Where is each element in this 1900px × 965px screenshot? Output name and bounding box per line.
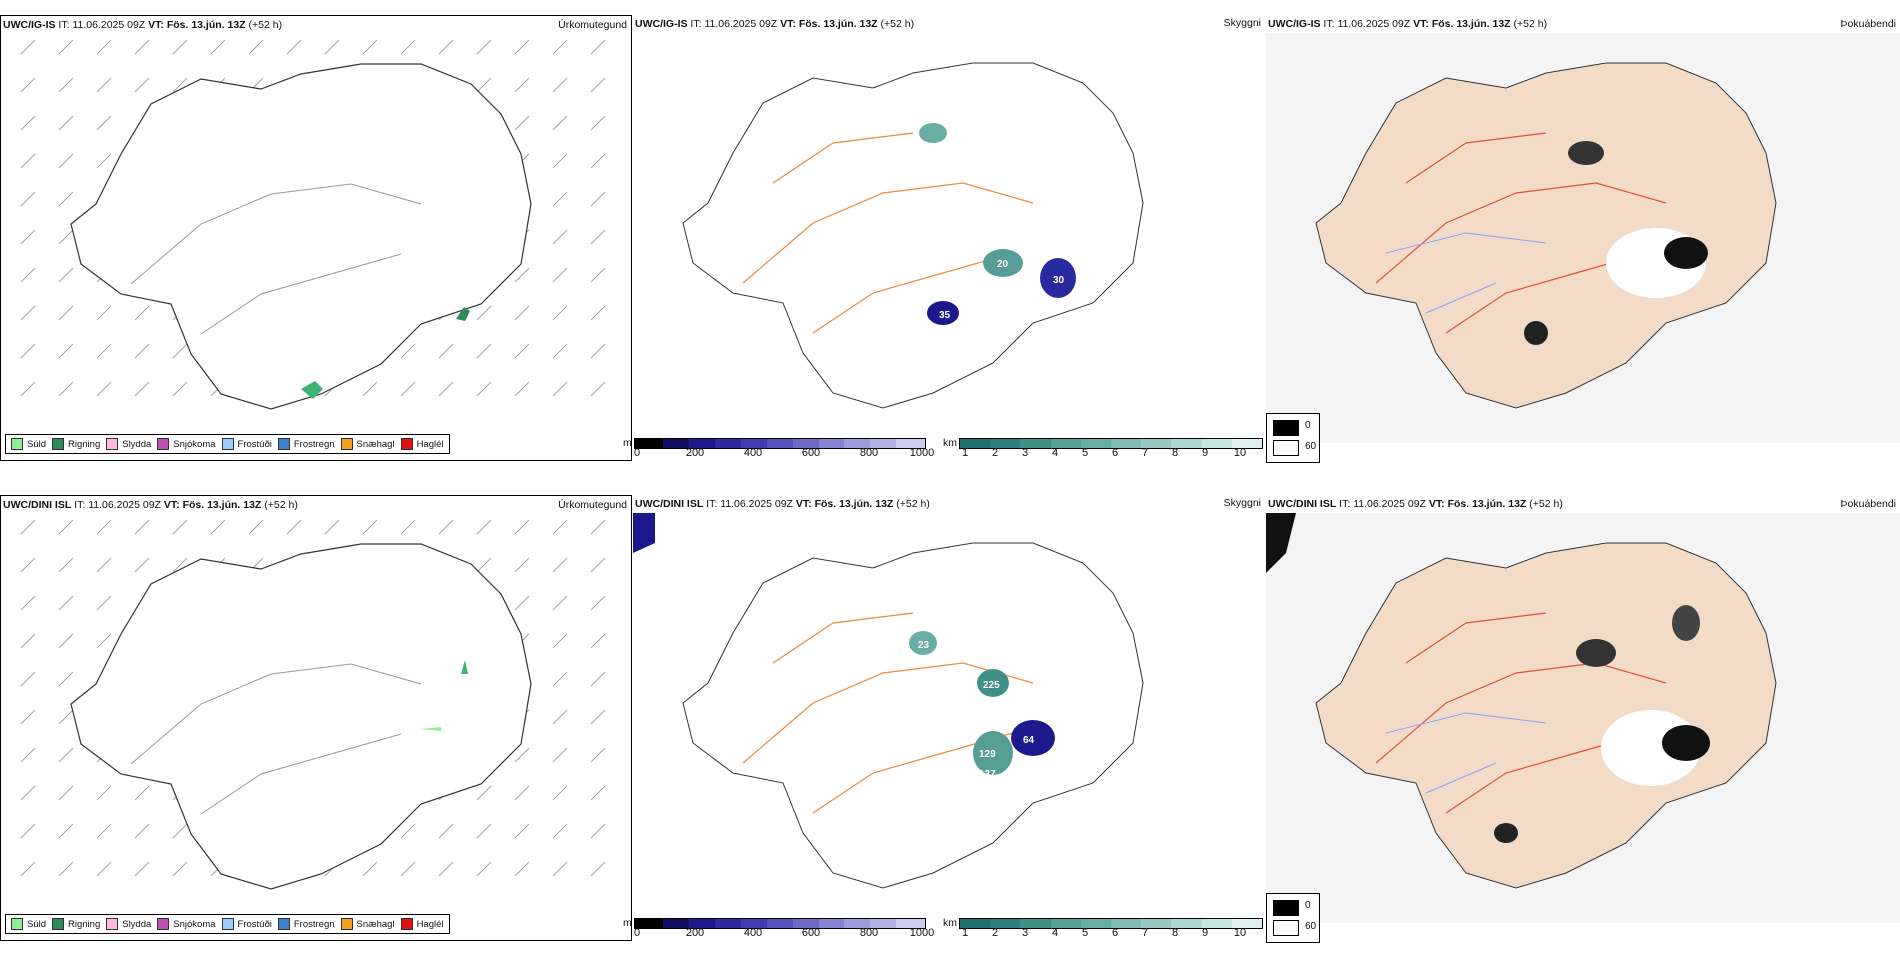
legend-swatch	[106, 438, 119, 450]
run-header: UWC/DINI ISL IT: 11.06.2025 09Z VT: Fös.…	[635, 498, 930, 510]
vis-label: 17	[1073, 240, 1085, 251]
vis-label: 72	[1073, 595, 1085, 606]
legend-swatch	[277, 918, 290, 930]
precip-panel-top: UWC/IG-IS IT: 11.06.2025 09Z VT: Fös. 13…	[0, 15, 632, 461]
run-header: UWC/IG-IS IT: 11.06.2025 09Z VT: Fös. 13…	[3, 19, 283, 31]
precip-type-legend: Súld Rigning Slydda Snjókoma Frostúði Fr…	[5, 914, 450, 934]
run-header: UWC/DINI ISL IT: 11.06.2025 09Z VT: Fös.…	[3, 499, 298, 511]
legend-swatch	[400, 438, 413, 450]
vis-label: 30	[1053, 275, 1065, 286]
fog-map	[1266, 513, 1900, 923]
legend-swatch	[277, 438, 290, 450]
legend-swatch	[221, 918, 234, 930]
visibility-colorbar: km 1 2 3 4 5 6 7 8 9 10	[943, 917, 1263, 939]
visibility-map: 35 30 20 17	[682, 62, 1144, 409]
run-header: UWC/DINI ISL IT: 11.06.2025 09Z VT: Fös.…	[1268, 498, 1563, 510]
panel-title: Skyggni	[1223, 497, 1261, 509]
precip-map	[20, 39, 606, 410]
fog-panel-bottom: UWC/DINI ISL IT: 11.06.2025 09Z VT: Fös.…	[1266, 495, 1900, 965]
panel-title: Þokuábendi	[1840, 498, 1896, 510]
fog-map	[1266, 33, 1900, 443]
visibility-panel-bottom: UWC/DINI ISL IT: 11.06.2025 09Z VT: Fös.…	[623, 495, 1265, 965]
panel-title: Þokuábendi	[1840, 18, 1896, 30]
vis-label: 129	[979, 749, 996, 760]
legend-swatch	[400, 918, 413, 930]
precip-map	[20, 519, 606, 890]
visibility-map: 64 129 137 225 72 23	[633, 513, 1144, 889]
vis-label: 137	[979, 769, 996, 780]
panel-title: Skyggni	[1223, 17, 1261, 29]
legend-swatch	[52, 438, 65, 450]
ceiling-colorbar: m 0 200 400 600 800 1000	[623, 437, 935, 459]
legend-swatch	[106, 918, 119, 930]
legend-swatch	[11, 438, 23, 450]
legend-swatch	[221, 438, 234, 450]
run-header: UWC/IG-IS IT: 11.06.2025 09Z VT: Fös. 13…	[635, 18, 915, 30]
precip-type-legend: Súld Rigning Slydda Snjókoma Frostúði Fr…	[5, 434, 450, 454]
run-header: UWC/IG-IS IT: 11.06.2025 09Z VT: Fös. 13…	[1268, 18, 1548, 30]
fog-legend: 0 60	[1266, 413, 1320, 463]
vis-label: 35	[939, 310, 951, 321]
legend-swatch	[11, 918, 23, 930]
vis-label: 64	[1023, 735, 1035, 746]
visibility-panel-top: UWC/IG-IS IT: 11.06.2025 09Z VT: Fös. 13…	[623, 15, 1265, 485]
vis-label: 20	[997, 259, 1009, 270]
legend-swatch	[52, 918, 65, 930]
fog-legend: 0 60	[1266, 893, 1320, 943]
visibility-colorbar: km 1 2 3 4 5 6 7 8 9 10	[943, 437, 1263, 459]
fog-panel-top: UWC/IG-IS IT: 11.06.2025 09Z VT: Fös. 13…	[1266, 15, 1900, 485]
panel-title: Úrkomutegund	[558, 499, 627, 511]
legend-swatch	[340, 918, 353, 930]
legend-swatch	[157, 918, 170, 930]
vis-label: 23	[918, 640, 930, 651]
ceiling-colorbar: m 0 200 400 600 800 1000	[623, 917, 935, 939]
legend-swatch	[157, 438, 170, 450]
panel-title: Úrkomutegund	[558, 19, 627, 31]
vis-label: 225	[983, 680, 1000, 691]
precip-panel-bottom: UWC/DINI ISL IT: 11.06.2025 09Z VT: Fös.…	[0, 495, 632, 941]
legend-swatch	[340, 438, 353, 450]
